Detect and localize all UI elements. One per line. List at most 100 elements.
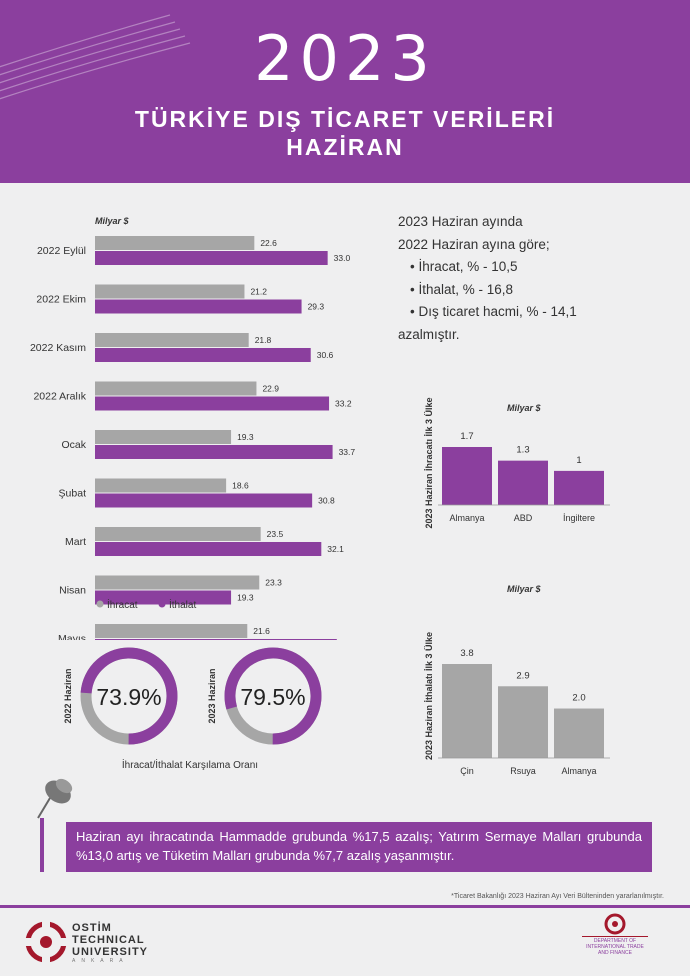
country-label: Rsuya [510, 766, 536, 776]
donut-year-label: 2022 Haziran [63, 668, 73, 723]
bar-value-label: 23.3 [265, 578, 282, 588]
export-bar [95, 527, 261, 541]
page-subtitle: HAZİRAN [286, 134, 404, 160]
country-bar [498, 460, 548, 505]
donut-value-label: 79.5% [240, 684, 305, 710]
summary-item-export: İhracat, % - 10,5 [410, 256, 678, 279]
import-chart-ylabel: 2023 Haziran İthalatı İlk 3 Ülke [424, 632, 434, 760]
bar-value-label: 1 [576, 455, 581, 466]
pushpin-icon [37, 778, 73, 819]
bar-value-label: 23.5 [267, 529, 284, 539]
page-year: 2023 [254, 22, 436, 95]
import-bar [95, 590, 232, 605]
legend-marker [96, 600, 104, 608]
month-label: Mayıs [58, 633, 86, 640]
country-bar [442, 664, 492, 758]
import-bar [95, 493, 313, 508]
monthly-chart-unit-label: Milyar $ [95, 216, 130, 226]
bar-value-label: 33.7 [339, 447, 356, 457]
source-note: *Ticaret Bakanlığı 2023 Haziran Ayı Veri… [451, 893, 664, 900]
bar-value-label: 30.8 [318, 496, 335, 506]
donut-value-arc [80, 647, 178, 745]
bar-value-label: 19.3 [237, 432, 254, 442]
department-logo-icon [604, 913, 626, 935]
university-name: OSTİM TECHNICAL UNIVERSITY [72, 922, 149, 958]
decorative-lines [0, 14, 191, 100]
bar-value-label: 29.3 [308, 302, 325, 312]
bar-value-label: 2.9 [516, 670, 529, 681]
legend-label: İthalat [169, 598, 196, 611]
page-title: TÜRKİYE DIŞ TİCARET VERİLERİ [134, 106, 556, 132]
department-logo-rule [582, 936, 648, 937]
bar-value-label: 30.6 [317, 350, 334, 360]
import-chart-unit-label: Milyar $ [507, 584, 542, 594]
country-bar [498, 686, 548, 758]
summary-line-2: 2022 Haziran ayına göre; [398, 236, 550, 252]
donut-value-label: 73.9% [96, 684, 161, 710]
coverage-ratio-donuts: 73.9% 2022 Haziran 79.5% 2023 Haziran İhrac… [63, 647, 322, 771]
summary-item-volume: Dış ticaret hacmi, % - 14,1 [410, 301, 678, 324]
university-city: ANKARA [72, 958, 129, 964]
department-name: DEPARTMENT OF INTERNATIONAL TRADE AND FI… [586, 938, 644, 956]
month-label: 2022 Kasım [30, 342, 86, 354]
bar-value-label: 1.3 [516, 445, 529, 456]
bar-value-label: 21.8 [255, 335, 272, 345]
bar-value-label: 33.2 [335, 399, 352, 409]
import-bar [95, 445, 333, 459]
import-bar [95, 639, 337, 640]
bar-value-label: 21.2 [250, 287, 267, 297]
note-accent [40, 818, 44, 872]
country-bar [554, 470, 604, 505]
bar-value-label: 2.0 [572, 693, 585, 704]
donut-year-label: 2023 Haziran [207, 668, 217, 723]
bar-value-label: 33.0 [334, 253, 351, 263]
export-bar [95, 624, 248, 638]
month-label: 2022 Aralık [33, 391, 86, 403]
header-banner: 2023 TÜRKİYE DIŞ TİCARET VERİLERİ HAZİRA… [0, 0, 690, 183]
import-bar [95, 542, 322, 556]
import-bar [95, 251, 328, 265]
export-bar [95, 478, 227, 493]
note-banner: Haziran ayı ihracatında Hammadde grubund… [66, 822, 652, 872]
university-logo-icon [24, 920, 68, 964]
footer-divider [0, 905, 690, 908]
export-chart-ylabel: 2023 Haziran İhracatı İlk 3 Ülke [424, 397, 434, 528]
summary-item-import: İthalat, % - 16,8 [410, 279, 678, 302]
import-bar [95, 348, 311, 362]
monthly-trade-chart: Milyar $ 2022 Eylül 22.6 33.0 2022 Ekim 21.2… [30, 216, 356, 640]
export-chart-unit-label: Milyar $ [507, 403, 542, 413]
bar-value-label: 22.9 [262, 384, 279, 394]
export-bar [95, 381, 257, 396]
summary-line-1: 2023 Haziran ayında [398, 214, 523, 229]
country-label: Almanya [449, 513, 484, 523]
country-label: Almanya [561, 766, 596, 776]
summary-closing: azalmıştır. [398, 326, 460, 342]
export-bar [95, 284, 245, 299]
export-bar [95, 236, 255, 250]
country-bar [554, 708, 604, 758]
import-bar [95, 396, 330, 411]
chart-legend: İhracat İthalat [96, 598, 196, 611]
bar-value-label: 22.6 [260, 238, 277, 248]
bar-value-label: 18.6 [232, 481, 249, 491]
bar-value-label: 19.3 [237, 593, 254, 603]
export-top3-chart: Milyar $ 2023 Haziran İhracatı İlk 3 Ülk… [424, 397, 610, 529]
month-label: Nisan [59, 585, 86, 597]
month-label: Mart [65, 536, 86, 548]
import-top3-chart: Milyar $ 2023 Haziran İthalatı İlk 3 Ülk… [424, 584, 610, 776]
bar-value-label: 1.7 [460, 431, 473, 442]
bar-value-label: 21.6 [253, 626, 270, 636]
export-bar [95, 575, 260, 590]
month-label: Ocak [61, 439, 86, 451]
month-label: Şubat [59, 488, 87, 500]
coverage-ratio-caption: İhracat/İthalat Karşılama Oranı [122, 758, 258, 771]
month-label: 2022 Eylül [37, 245, 86, 257]
export-bar [95, 430, 232, 444]
country-label: ABD [514, 513, 533, 523]
bar-value-label: 32.1 [327, 544, 344, 554]
month-label: 2022 Ekim [36, 294, 86, 306]
legend-marker [158, 600, 166, 608]
import-bar [95, 299, 302, 314]
legend-label: İhracat [107, 598, 138, 611]
country-label: İngiltere [563, 513, 595, 523]
